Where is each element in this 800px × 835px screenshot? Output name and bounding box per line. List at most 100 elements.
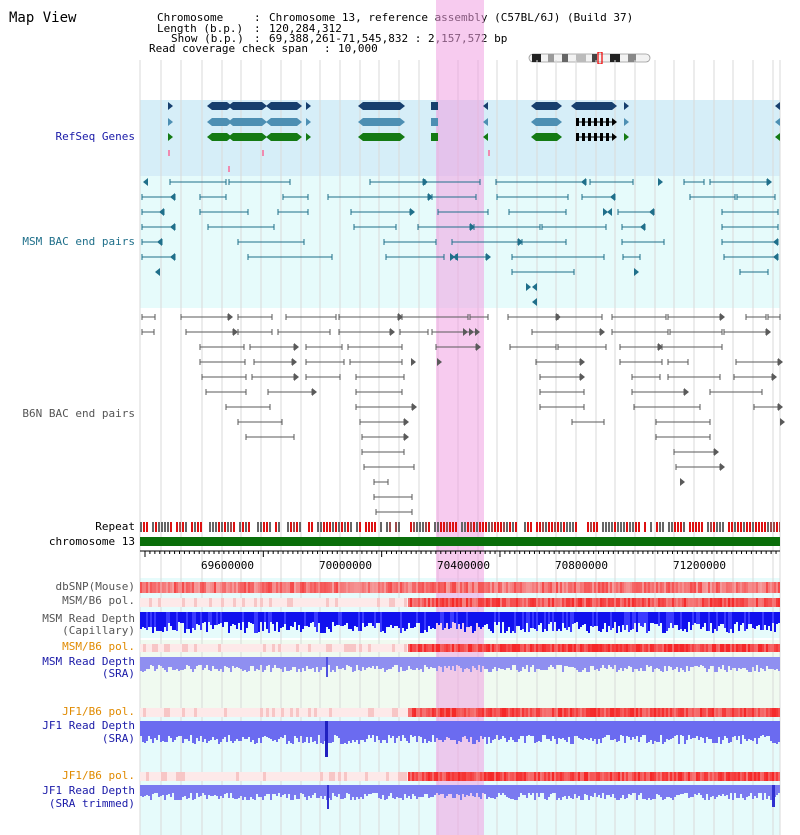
heat-cell	[454, 582, 456, 593]
depth-bar	[362, 657, 364, 667]
heat-cell	[528, 598, 530, 607]
track-label-jf1-depth-trim[interactable]: JF1 Read Depth	[42, 784, 135, 797]
track-label-msm-b6-pol[interactable]: MSM/B6 pol.	[62, 594, 135, 607]
gene-arrow	[612, 102, 617, 110]
repeat-element	[146, 522, 148, 532]
heat-cell	[458, 772, 460, 781]
depth-bar	[442, 785, 444, 794]
depth-bar	[208, 785, 210, 795]
depth-bar	[190, 721, 192, 735]
depth-bar	[718, 721, 720, 737]
track-label-msm-depth-cap[interactable]: MSM Read Depth	[42, 612, 135, 625]
repeat-element	[659, 522, 661, 532]
gene-arrow	[571, 102, 576, 110]
heat-cell	[266, 708, 269, 717]
heat-cell	[470, 582, 472, 593]
heat-cell	[648, 772, 650, 781]
depth-bar	[282, 721, 284, 738]
heat-cell	[694, 772, 696, 781]
depth-bar	[468, 657, 470, 669]
depth-bar	[658, 657, 660, 669]
repeat-element	[185, 522, 187, 532]
heat-cell	[724, 582, 726, 593]
track-label-b6n-bac[interactable]: B6N BAC end pairs	[22, 407, 135, 420]
depth-bar	[770, 657, 772, 669]
depth-bar	[754, 612, 756, 629]
depth-bar	[250, 612, 252, 623]
heat-cell	[766, 598, 768, 607]
heat-cell	[518, 582, 520, 593]
depth-bar	[764, 657, 766, 671]
track-label-repeat[interactable]: Repeat	[95, 520, 135, 533]
repeat-element	[650, 522, 652, 532]
track-label-dbsnp[interactable]: dbSNP(Mouse)	[55, 580, 135, 593]
depth-bar	[536, 721, 538, 742]
heat-cell	[520, 598, 522, 607]
heat-cell	[173, 644, 176, 652]
track-label-jf1-depth-sra[interactable]: JF1 Read Depth	[42, 719, 135, 732]
heat-cell	[648, 644, 650, 652]
depth-bar	[212, 657, 214, 666]
variation-depth-tracks[interactable]	[0, 578, 800, 835]
heat-cell	[192, 582, 194, 593]
heat-cell	[726, 644, 728, 652]
track-label-msm-depth-sra[interactable]: MSM Read Depth	[42, 655, 135, 668]
depth-bar	[754, 657, 756, 671]
chromosome-ideogram[interactable]	[528, 52, 652, 64]
gene-exon	[363, 118, 400, 126]
heat-cell	[760, 644, 762, 652]
heat-cell	[173, 772, 176, 781]
depth-bar	[732, 612, 734, 633]
heat-cell	[146, 598, 149, 607]
heat-cell	[263, 772, 266, 781]
depth-bar	[686, 612, 688, 632]
heat-cell	[380, 644, 383, 652]
refseq-genes-track[interactable]	[0, 0, 800, 176]
heat-cell	[197, 644, 200, 652]
depth-bar	[218, 612, 220, 624]
highlight-region[interactable]	[436, 0, 484, 835]
heat-cell	[502, 582, 504, 593]
depth-bar	[430, 785, 432, 797]
heat-cell	[436, 772, 438, 781]
track-label-msm-b6-pol-2[interactable]: MSM/B6 pol.	[62, 640, 135, 653]
depth-bar	[744, 612, 746, 631]
heat-cell	[335, 598, 338, 607]
heat-cell	[718, 598, 720, 607]
repeat-track[interactable]	[140, 522, 780, 532]
depth-bar	[728, 657, 730, 666]
heat-cell	[700, 772, 702, 781]
depth-bar	[566, 785, 568, 799]
depth-bar	[458, 657, 460, 666]
track-label-msm-bac[interactable]: MSM BAC end pairs	[22, 235, 135, 248]
depth-bar	[426, 721, 428, 743]
heat-cell	[636, 708, 638, 717]
heat-cell	[690, 598, 692, 607]
track-label-refseq[interactable]: RefSeq Genes	[55, 130, 135, 143]
depth-bar	[214, 612, 216, 625]
heat-cell	[335, 772, 338, 781]
heat-cell	[212, 598, 215, 607]
heat-cell	[724, 708, 726, 717]
bac-end-pairs-tracks[interactable]	[0, 0, 800, 520]
track-label-jf1-b6-pol-2[interactable]: JF1/B6 pol.	[62, 769, 135, 782]
heat-cell	[377, 772, 380, 781]
heat-cell	[714, 708, 716, 717]
depth-bar	[270, 721, 272, 739]
depth-bar	[478, 657, 480, 665]
chromosome-bar[interactable]	[140, 537, 780, 546]
heat-cell	[266, 772, 269, 781]
depth-bar	[212, 721, 214, 737]
heat-cell	[293, 708, 296, 717]
depth-bar	[628, 721, 630, 737]
heat-cell	[442, 772, 444, 781]
depth-bar	[654, 785, 656, 799]
heat-cell	[708, 708, 710, 717]
heat-cell	[556, 644, 558, 652]
heat-cell	[344, 598, 347, 607]
depth-bar	[182, 612, 184, 623]
coverage-colon: :	[324, 42, 331, 55]
heat-cell	[760, 582, 762, 593]
track-label-jf1-b6-pol[interactable]: JF1/B6 pol.	[62, 705, 135, 718]
depth-bar	[210, 785, 212, 796]
